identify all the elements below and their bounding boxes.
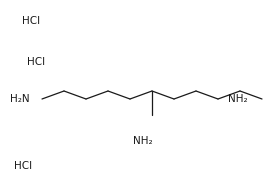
Text: HCl: HCl bbox=[22, 16, 40, 26]
Text: NH₂: NH₂ bbox=[133, 136, 153, 146]
Text: NH₂: NH₂ bbox=[228, 94, 248, 104]
Text: H₂N: H₂N bbox=[10, 94, 30, 104]
Text: HCl: HCl bbox=[27, 57, 45, 67]
Text: HCl: HCl bbox=[14, 161, 32, 171]
